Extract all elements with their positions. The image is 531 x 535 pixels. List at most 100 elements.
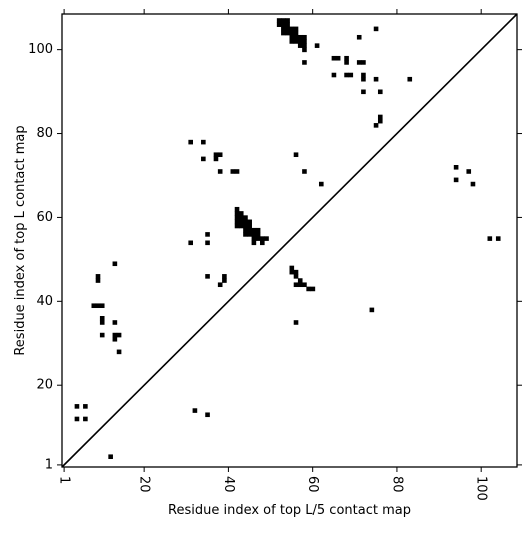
contact-cell [356, 60, 362, 65]
contact-cell [247, 232, 252, 237]
contact-cell [356, 34, 362, 40]
contact-cell [83, 416, 88, 422]
contact-cell [217, 282, 223, 288]
contact-cell [264, 236, 269, 241]
contact-cell [99, 316, 105, 321]
contact-cell [373, 26, 379, 32]
contact-cell [302, 43, 307, 48]
contact-cell [234, 169, 240, 174]
y-tick-label: 40 [36, 294, 53, 309]
contact-cell [247, 223, 252, 229]
contact-cell [243, 219, 248, 225]
y-axis-label: Residue index of top L contact map [13, 125, 28, 355]
contact-cell [453, 177, 459, 183]
contact-cell [112, 332, 118, 338]
contact-cell [293, 282, 299, 288]
contact-cell [112, 261, 118, 267]
contact-cell [348, 72, 354, 78]
contact-cell [243, 223, 248, 229]
contact-cell [331, 55, 337, 61]
contact-cell [276, 18, 282, 23]
x-tick-label: 40 [221, 476, 236, 493]
contact-cell [217, 169, 223, 174]
contact-cell [205, 232, 210, 237]
contact-cell [205, 274, 210, 279]
contact-cell [487, 236, 493, 241]
contact-cell [285, 30, 290, 36]
contact-cell [205, 412, 210, 418]
contact-cell [306, 286, 311, 292]
axis-ticks [57, 9, 522, 472]
contact-cell [302, 60, 307, 65]
contact-cell [293, 39, 299, 44]
contact-cell [297, 34, 303, 40]
contact-cell [255, 232, 261, 237]
contact-cell [293, 269, 299, 275]
y-tick-label: 60 [36, 210, 53, 225]
contact-cell [222, 278, 227, 283]
contact-cell [188, 240, 193, 246]
contact-cell [302, 47, 307, 53]
contact-cell [108, 454, 113, 460]
contact-cell [243, 215, 248, 220]
contact-cell [83, 404, 88, 409]
contact-cell [369, 307, 375, 313]
plot-frame [61, 13, 518, 468]
contact-cell [289, 39, 295, 44]
contact-cell [495, 236, 501, 241]
contact-cell [99, 303, 105, 309]
x-tick-label: 60 [305, 476, 320, 493]
contact-cell [251, 232, 257, 237]
contact-cell [344, 72, 349, 78]
contact-cell [234, 206, 240, 212]
contact-cell [293, 274, 299, 279]
contact-cell [289, 26, 295, 32]
contact-cell [116, 332, 122, 338]
contact-cell [99, 332, 105, 338]
contact-cell [230, 169, 236, 174]
contact-cell [112, 320, 118, 325]
contact-cell [297, 278, 303, 283]
contact-cell [112, 336, 118, 342]
contact-cell [293, 30, 299, 36]
contact-cell [335, 55, 341, 61]
contact-cell [234, 211, 240, 216]
contact-cell [310, 286, 316, 292]
contact-cell [188, 139, 193, 145]
contact-cell [361, 72, 366, 78]
contact-cell [276, 22, 282, 27]
contact-cell [361, 60, 366, 65]
contact-cell [297, 282, 303, 288]
contact-cell [281, 22, 286, 27]
contact-cell [373, 76, 379, 82]
contact-cell [293, 152, 299, 158]
contact-cell [281, 18, 286, 23]
contact-cell [281, 26, 286, 32]
contact-cell [243, 232, 248, 237]
contact-cell [302, 34, 307, 40]
contact-cell [289, 34, 295, 40]
contact-cell [238, 223, 244, 229]
contact-cell [302, 39, 307, 44]
contact-cell [213, 156, 219, 162]
contact-cell [373, 123, 379, 128]
contact-cell [217, 152, 223, 158]
contact-cell [116, 349, 122, 355]
x-tick-label: 1 [57, 476, 72, 484]
contact-cell [361, 89, 366, 95]
contact-cell [201, 139, 206, 145]
contact-cell [297, 39, 303, 44]
contact-cell [74, 404, 80, 409]
y-tick-label: 1 [45, 457, 53, 472]
contact-cell [377, 89, 383, 95]
contact-cell [281, 30, 286, 36]
contact-cell [407, 76, 413, 82]
contact-cell [247, 227, 252, 233]
contact-cell [314, 43, 320, 48]
contact-cells [74, 18, 501, 460]
x-tick-label: 80 [389, 476, 404, 493]
contact-cell [251, 227, 257, 233]
contact-cell [318, 181, 324, 187]
